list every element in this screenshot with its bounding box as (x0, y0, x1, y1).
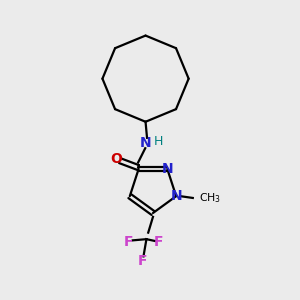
Text: F: F (124, 235, 133, 248)
Text: N: N (161, 162, 173, 176)
Text: CH$_3$: CH$_3$ (199, 192, 221, 206)
Text: N: N (140, 136, 151, 150)
Text: O: O (110, 152, 122, 166)
Text: F: F (138, 254, 148, 268)
Text: N: N (170, 189, 182, 203)
Text: H: H (154, 135, 163, 148)
Text: F: F (154, 235, 164, 249)
